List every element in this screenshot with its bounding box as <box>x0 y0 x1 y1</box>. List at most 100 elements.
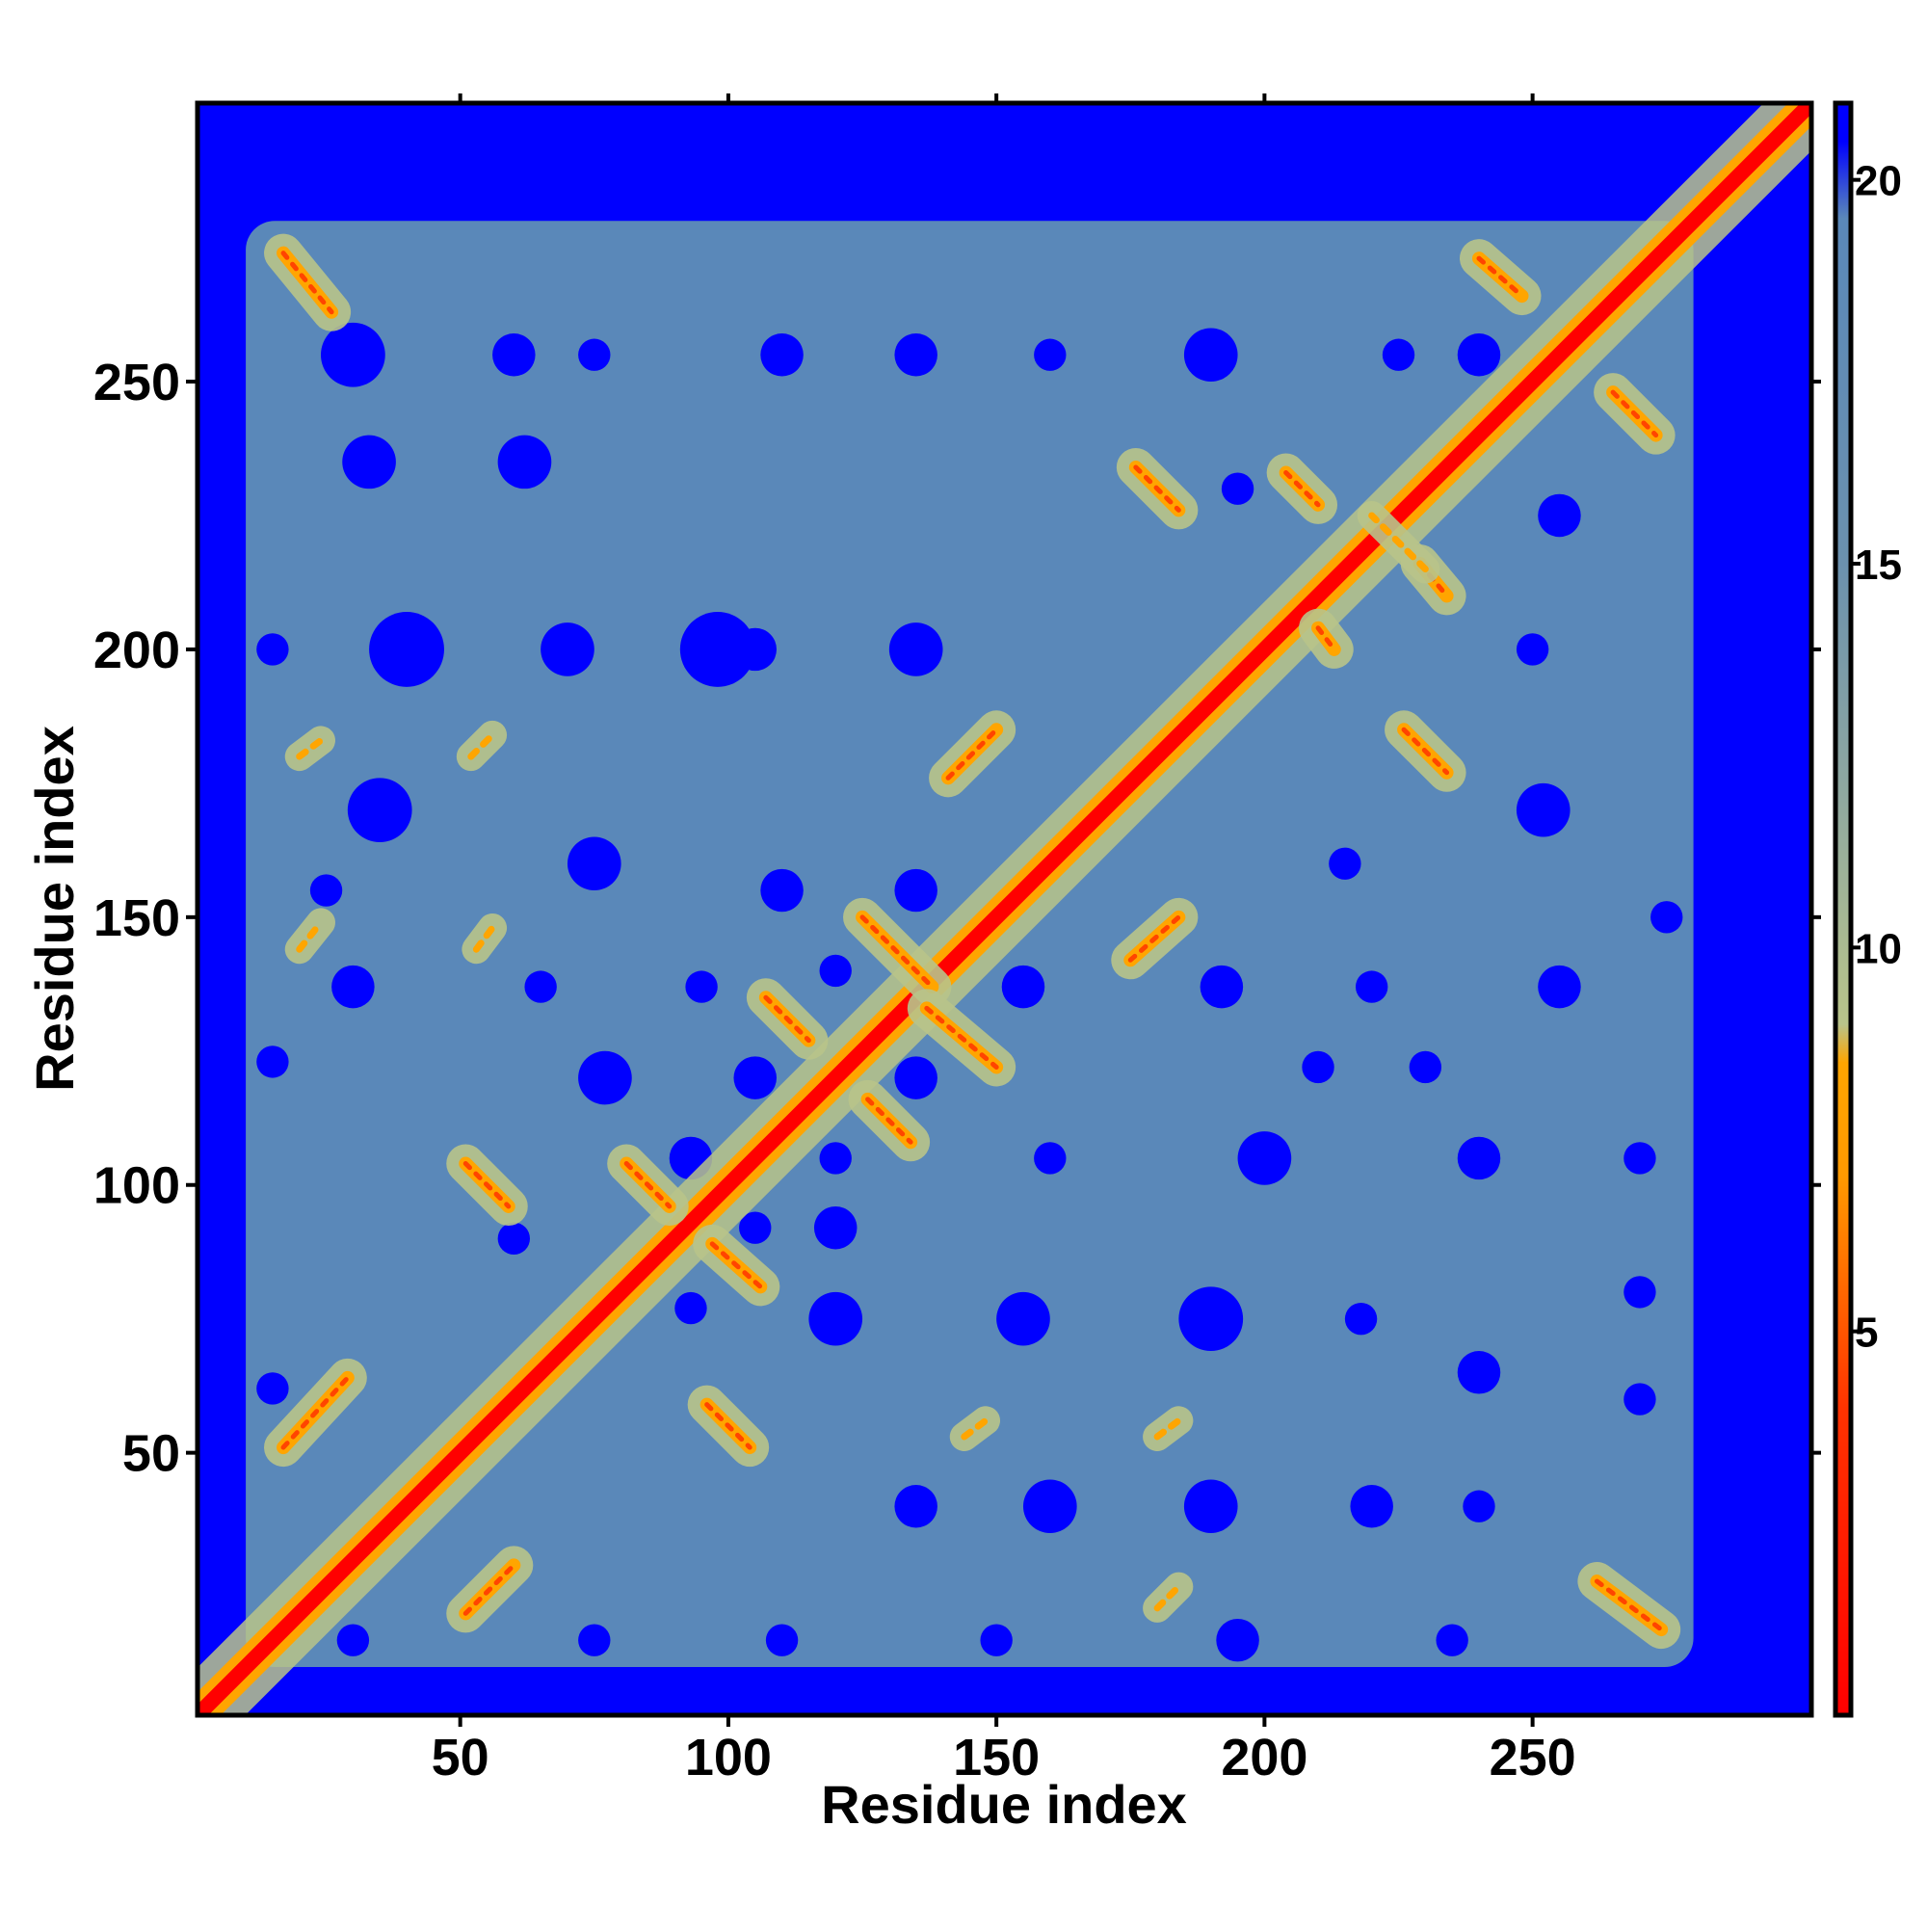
void-patch-64 <box>578 1624 611 1656</box>
y-axis-ticks: 50 100 150 200 250 <box>93 354 1821 1483</box>
void-patch-55 <box>1457 333 1501 377</box>
contact-core <box>763 994 811 1044</box>
contact-segment-2 <box>446 1144 528 1226</box>
void-patch-10 <box>567 836 621 891</box>
void-patch-4 <box>369 612 444 687</box>
void-patch-33 <box>1457 1136 1501 1180</box>
void-patch-38 <box>1409 1050 1442 1084</box>
void-patch-29 <box>996 1291 1050 1346</box>
contact-core <box>704 1402 752 1450</box>
void-patch-2 <box>497 435 552 490</box>
x-tick-label-50: 50 <box>432 1729 489 1786</box>
void-patch-15 <box>760 868 804 913</box>
void-patch-49 <box>1436 1624 1468 1656</box>
contact-segment-20 <box>1299 608 1354 669</box>
void-patch-46 <box>894 1485 937 1528</box>
void-patch-39 <box>1001 965 1045 1009</box>
void-patch-54 <box>1538 493 1581 538</box>
contact-core <box>1315 625 1337 652</box>
void-patch-60 <box>1382 338 1415 371</box>
void-patch-43 <box>1183 1479 1238 1534</box>
void-patch-25 <box>739 1211 772 1244</box>
contact-segment-24 <box>1143 1572 1194 1623</box>
void-patch-34 <box>1302 1050 1334 1084</box>
void-patch-28 <box>808 1291 863 1346</box>
contact-core <box>1127 914 1181 963</box>
colorbar-tick-label-10: 10 <box>1855 925 1902 972</box>
void-patch-42 <box>1022 1479 1077 1534</box>
void-patch-32 <box>1237 1131 1292 1185</box>
contact-segment-21 <box>284 726 335 772</box>
void-patch-5 <box>541 622 594 676</box>
void-patch-51 <box>1623 1276 1656 1309</box>
void-patch-1 <box>492 333 536 377</box>
void-patch-35 <box>1200 965 1244 1009</box>
y-tick-label-100: 100 <box>93 1157 180 1215</box>
y-tick-label-150: 150 <box>93 889 180 947</box>
void-patch-31 <box>1344 1303 1378 1336</box>
void-patch-48 <box>1216 1618 1259 1662</box>
void-patch-11 <box>331 965 375 1009</box>
void-patch-19 <box>685 970 718 1003</box>
colorbar-tick-label-5: 5 <box>1855 1310 1878 1357</box>
x-axis-ticks: 50 100 150 200 250 <box>432 93 1576 1786</box>
x-tick-label-150: 150 <box>953 1729 1040 1786</box>
void-patch-30 <box>1178 1286 1244 1352</box>
void-patch-67 <box>336 1624 370 1656</box>
contact-core <box>924 1005 999 1070</box>
weak-contact-line <box>1153 1416 1182 1441</box>
contact-segment-5 <box>693 1224 780 1307</box>
void-patch-13 <box>256 1045 289 1078</box>
contact-core <box>1476 255 1525 299</box>
weak-contact-line <box>1368 512 1429 573</box>
contact-core <box>865 1097 913 1145</box>
void-patch-7 <box>888 622 943 676</box>
void-patch-27 <box>674 1291 707 1325</box>
y-tick-label-200: 200 <box>93 622 180 679</box>
contact-core <box>1594 1578 1664 1632</box>
void-patch-56 <box>1183 328 1238 383</box>
contact-segment-3 <box>607 1144 689 1226</box>
contact-segment-6 <box>746 978 829 1060</box>
void-patch-58 <box>894 333 937 377</box>
void-patch-14 <box>309 874 343 907</box>
weak-contact-line <box>296 736 325 760</box>
colorbar-tick-label-20: 20 <box>1855 158 1902 205</box>
void-patch-69 <box>256 633 289 666</box>
colorbar-tick-label-15: 15 <box>1855 542 1902 589</box>
contact-segment-28 <box>1357 500 1440 584</box>
plot-frame <box>195 100 1814 1718</box>
void-patch-24 <box>497 1222 531 1255</box>
weak-contact-line <box>467 731 496 760</box>
contact-segment-22 <box>456 720 508 772</box>
void-patch-23 <box>819 1142 852 1175</box>
x-tick-label-100: 100 <box>685 1729 772 1786</box>
void-patch-26 <box>813 1205 858 1250</box>
contact-core <box>709 1241 763 1289</box>
contact-segment-13 <box>1385 710 1466 792</box>
contact-segment-19 <box>1266 453 1338 524</box>
x-tick-label-250: 250 <box>1490 1729 1576 1786</box>
void-patch-6 <box>679 612 755 687</box>
void-patch-0 <box>320 322 385 387</box>
contact-core <box>1401 727 1450 776</box>
void-patch-36 <box>1355 970 1388 1003</box>
contact-segment-8 <box>848 1079 931 1162</box>
void-patch-65 <box>765 1624 799 1656</box>
weak-contact-line <box>296 918 325 953</box>
void-patch-52 <box>1516 782 1571 837</box>
weak-contact-line <box>961 1416 990 1441</box>
y-axis-label: Residue index <box>24 726 85 1092</box>
void-patch-41 <box>1623 1142 1656 1175</box>
contact-core <box>945 727 999 781</box>
contact-segment-23 <box>1143 1406 1194 1451</box>
contact-segment-4 <box>687 1385 770 1468</box>
void-patch-37 <box>1538 965 1581 1009</box>
void-patch-62 <box>1516 633 1549 666</box>
void-patch-20 <box>578 1050 632 1105</box>
void-patch-21 <box>733 1056 777 1099</box>
x-axis-label: Residue index <box>821 1774 1187 1835</box>
void-patch-57 <box>1034 338 1067 371</box>
contact-segment-26 <box>462 913 508 965</box>
